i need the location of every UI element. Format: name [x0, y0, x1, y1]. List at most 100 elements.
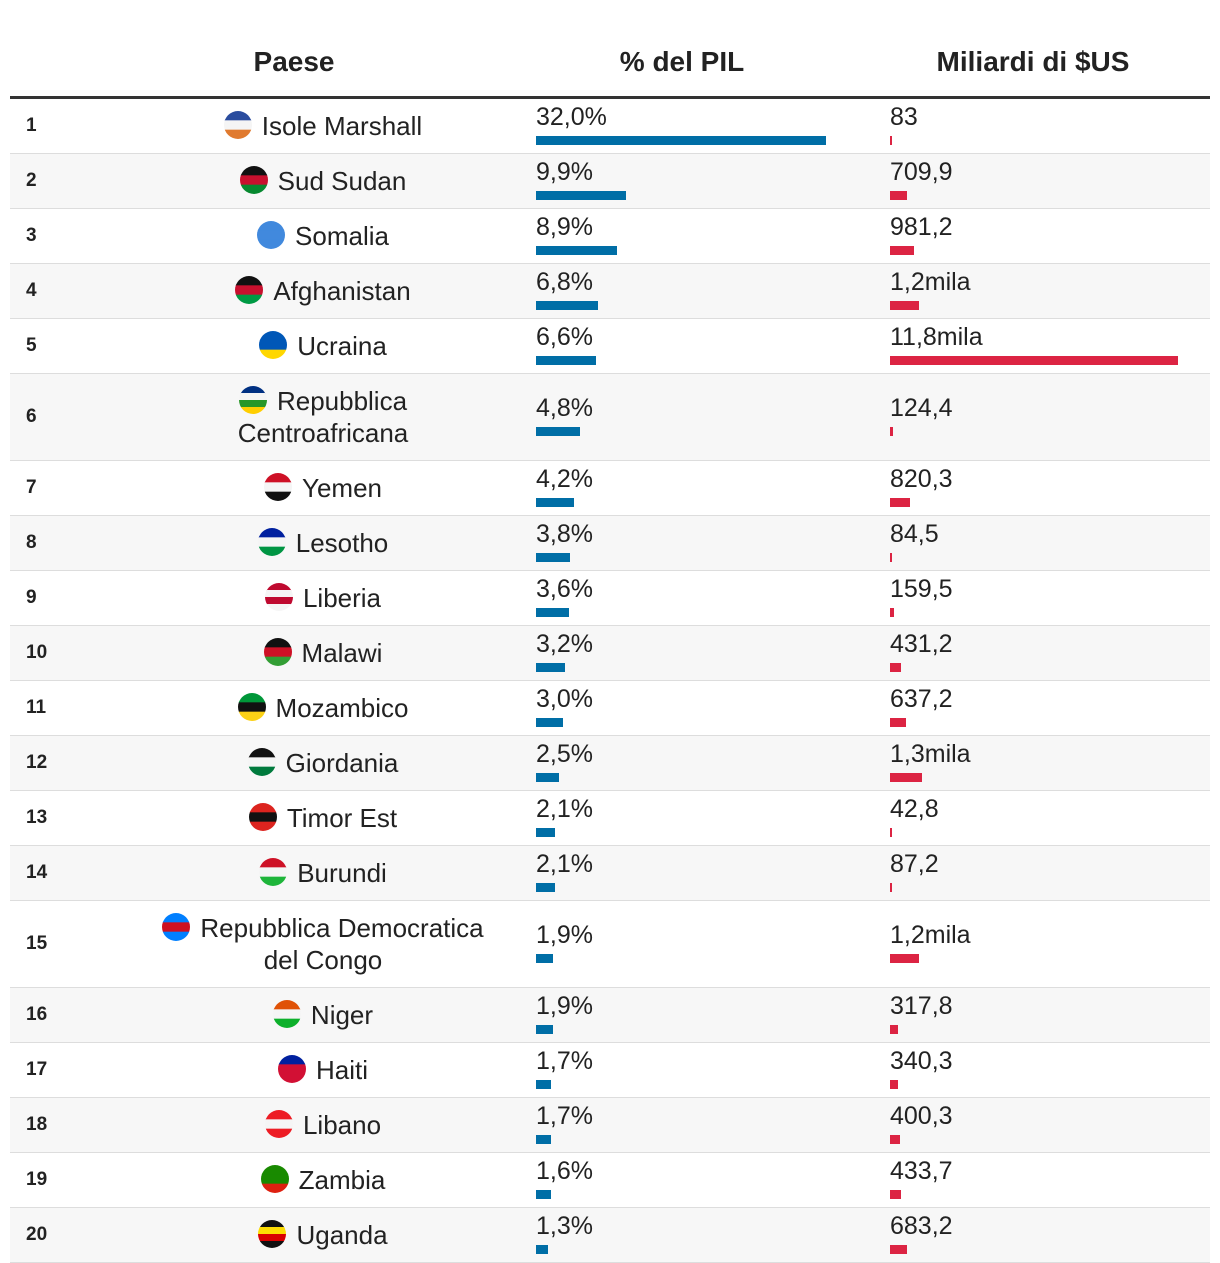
usd-label: 42,8 — [890, 794, 939, 823]
pil-cell: 3,0% — [536, 681, 593, 735]
column-header: Miliardi di $US — [936, 46, 1130, 77]
pil-cell: 2,1% — [536, 791, 593, 845]
table-row: 6 Repubblica Centroafricana 4,8% 124,4 — [10, 374, 1210, 461]
pil-cell: 6,6% — [536, 319, 596, 373]
usd-cell: 1,2mila — [890, 901, 971, 987]
table-row: 18 Libano 1,7% 400,3 — [10, 1098, 1210, 1153]
table-row: 7 Yemen 4,2% 820,3 — [10, 461, 1210, 516]
country-cell: Burundi — [158, 857, 488, 889]
usd-label: 981,2 — [890, 212, 953, 241]
pil-bar — [536, 300, 598, 310]
country-cell: Afghanistan — [158, 275, 488, 307]
usd-bar — [890, 190, 908, 200]
country-name: Repubblica Centroafricana — [237, 386, 409, 448]
country-name: Sud Sudan — [277, 166, 407, 196]
pil-cell: 8,9% — [536, 209, 617, 263]
pil-label: 32,0% — [536, 102, 607, 131]
table-row: 4 Afghanistan 6,8% 1,2mila — [10, 264, 1210, 319]
country-cell: Uganda — [158, 1219, 488, 1251]
pil-bar — [536, 772, 559, 782]
pil-label: 1,7% — [536, 1101, 593, 1130]
usd-bar — [890, 772, 922, 782]
country-cell: Yemen — [158, 472, 488, 504]
pil-bar — [536, 953, 554, 963]
pil-bar — [536, 426, 580, 436]
country-cell: Liberia — [158, 582, 488, 614]
usd-label: 709,9 — [890, 157, 953, 186]
pil-cell: 4,2% — [536, 461, 593, 515]
pil-bar — [536, 717, 564, 727]
usd-label: 87,2 — [890, 849, 939, 878]
usd-bar — [890, 1189, 901, 1199]
usd-cell: 42,8 — [890, 791, 939, 845]
usd-label: 820,3 — [890, 464, 953, 493]
flag-icon — [257, 221, 286, 249]
usd-cell: 84,5 — [890, 516, 939, 570]
rank: 1 — [26, 115, 37, 136]
pil-bar — [536, 662, 565, 672]
usd-cell: 83 — [890, 99, 918, 153]
pil-label: 1,9% — [536, 920, 593, 949]
flag-icon — [235, 276, 264, 304]
pil-label: 1,6% — [536, 1156, 593, 1185]
table-row: 17 Haiti 1,7% 340,3 — [10, 1043, 1210, 1098]
usd-bar — [890, 497, 911, 507]
usd-label: 400,3 — [890, 1101, 953, 1130]
country-cell: Giordania — [158, 747, 488, 779]
country-cell: Zambia — [158, 1164, 488, 1196]
usd-label: 317,8 — [890, 991, 953, 1020]
country-name: Yemen — [302, 473, 382, 503]
usd-bar — [890, 882, 893, 892]
country-name: Repubblica Democratica del Congo — [200, 913, 484, 975]
pil-cell: 9,9% — [536, 154, 626, 208]
pil-bar — [536, 1189, 551, 1199]
usd-label: 433,7 — [890, 1156, 953, 1185]
country-cell: Malawi — [158, 637, 488, 669]
pil-label: 6,8% — [536, 267, 593, 296]
country-name: Somalia — [295, 221, 389, 251]
country-name: Haiti — [315, 1055, 368, 1085]
country-cell: Timor Est — [158, 802, 488, 834]
table-row: 8 Lesotho 3,8% 84,5 — [10, 516, 1210, 571]
country-cell: Niger — [158, 999, 488, 1031]
country-cell: Repubblica Democratica del Congo — [158, 912, 488, 976]
usd-bar — [890, 827, 892, 837]
rank: 13 — [26, 807, 48, 828]
rank: 8 — [26, 532, 37, 553]
usd-cell: 1,2mila — [890, 264, 971, 318]
usd-bar — [890, 1134, 900, 1144]
flag-icon — [264, 473, 292, 501]
table-row: 20 Uganda 1,3% 683,2 — [10, 1208, 1210, 1263]
usd-bar — [890, 1024, 898, 1034]
rank: 7 — [26, 477, 37, 498]
country-name: Mozambico — [275, 693, 409, 723]
column-header: Paese — [253, 46, 335, 77]
flag-icon — [239, 166, 268, 194]
table-row: 13 Timor Est 2,1% 42,8 — [10, 791, 1210, 846]
pil-cell: 3,2% — [536, 626, 593, 680]
table-body: 1 Isole Marshall 32,0% 83 2 Sud Sudan 9,9% 709,… — [10, 99, 1210, 1263]
pil-cell: 2,5% — [536, 736, 593, 790]
pil-cell: 2,1% — [536, 846, 593, 900]
usd-label: 637,2 — [890, 684, 953, 713]
pil-bar — [536, 552, 571, 562]
pil-cell: 1,7% — [536, 1043, 593, 1097]
table-row: 19 Zambia 1,6% 433,7 — [10, 1153, 1210, 1208]
usd-cell: 11,8mila — [890, 319, 1178, 373]
pil-cell: 4,8% — [536, 374, 593, 460]
pil-cell: 1,6% — [536, 1153, 593, 1207]
country-cell: Repubblica Centroafricana — [158, 385, 488, 449]
country-name: Isole Marshall — [261, 111, 423, 141]
rank: 3 — [26, 225, 37, 246]
table: Paese % del PIL Miliardi di $US 1 Isole M… — [10, 0, 1210, 1263]
usd-label: 84,5 — [890, 519, 939, 548]
rank: 12 — [26, 752, 48, 773]
pil-label: 2,1% — [536, 794, 593, 823]
rank: 19 — [26, 1169, 48, 1190]
country-name: Libano — [302, 1110, 382, 1140]
rank: 9 — [26, 587, 37, 608]
country-cell: Isole Marshall — [158, 110, 488, 142]
country-cell: Haiti — [158, 1054, 488, 1086]
country-cell: Libano — [158, 1109, 488, 1141]
flag-icon — [162, 913, 191, 941]
